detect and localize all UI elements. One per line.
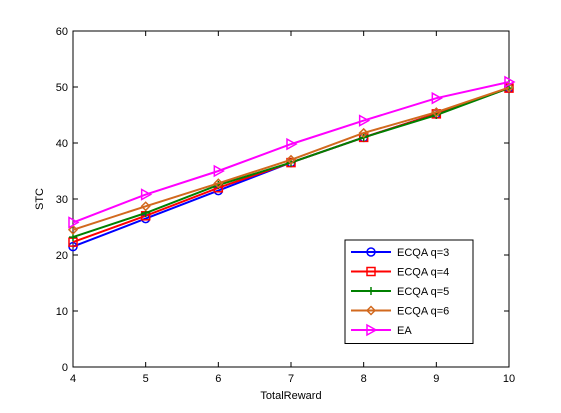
data-point	[431, 91, 443, 105]
x-tick-label: 4	[70, 373, 76, 385]
legend-marker	[366, 323, 378, 337]
y-axis-label: STC	[34, 188, 46, 210]
data-point	[285, 154, 297, 165]
legend-marker	[366, 266, 376, 277]
data-point	[140, 188, 153, 201]
data-point	[213, 178, 224, 189]
data-point	[68, 216, 80, 229]
series-layer	[67, 75, 516, 252]
x-tick-label: 9	[433, 373, 439, 385]
legend-entry: ECQA q=5	[351, 286, 449, 298]
series-ecqa-q-6	[67, 82, 515, 235]
y-tick-label: 60	[56, 26, 68, 38]
data-point	[213, 164, 225, 178]
x-tick-label: 6	[215, 373, 221, 385]
y-tick-label: 30	[56, 194, 68, 206]
series-line	[72, 86, 510, 231]
y-tick-label: 0	[62, 362, 68, 374]
data-point	[140, 201, 151, 212]
data-point	[431, 107, 442, 118]
x-tick-label: 8	[361, 373, 367, 385]
legend-entry: EA	[351, 323, 412, 337]
legend-entry: ECQA q=3	[351, 247, 449, 259]
legend-marker	[367, 287, 375, 295]
y-tick-label: 10	[56, 306, 68, 318]
y-tick-label: 20	[56, 250, 68, 262]
data-point	[286, 137, 298, 151]
data-point	[358, 127, 369, 138]
x-tick-label: 5	[143, 373, 149, 385]
y-tick-label: 50	[56, 82, 68, 94]
legend-label: ECQA q=5	[397, 286, 449, 298]
legend: ECQA q=3 ECQA q=4 ECQA q=5 ECQA q=6 EA	[344, 239, 474, 344]
legend-entry: ECQA q=6	[351, 305, 449, 318]
legend-marker	[365, 305, 377, 316]
series-line	[72, 80, 510, 224]
y-tick-label: 40	[56, 138, 68, 150]
series-ea	[68, 75, 516, 229]
legend-label: ECQA q=3	[397, 247, 449, 259]
legend-marker	[366, 247, 376, 257]
x-tick-label: 7	[288, 373, 294, 385]
data-point	[358, 114, 371, 127]
x-axis-label: TotalReward	[260, 390, 321, 402]
x-axis: 4 5 6 7 8 9 10	[70, 31, 515, 385]
x-tick-label: 10	[503, 373, 515, 385]
legend-label: EA	[397, 325, 412, 337]
y-axis: 0 10 20 30 40 50 60	[56, 26, 509, 374]
legend-entry: ECQA q=4	[351, 267, 449, 279]
legend-label: ECQA q=6	[397, 306, 449, 318]
legend-label: ECQA q=4	[397, 267, 449, 279]
data-point	[67, 224, 79, 235]
data-point	[504, 75, 516, 89]
